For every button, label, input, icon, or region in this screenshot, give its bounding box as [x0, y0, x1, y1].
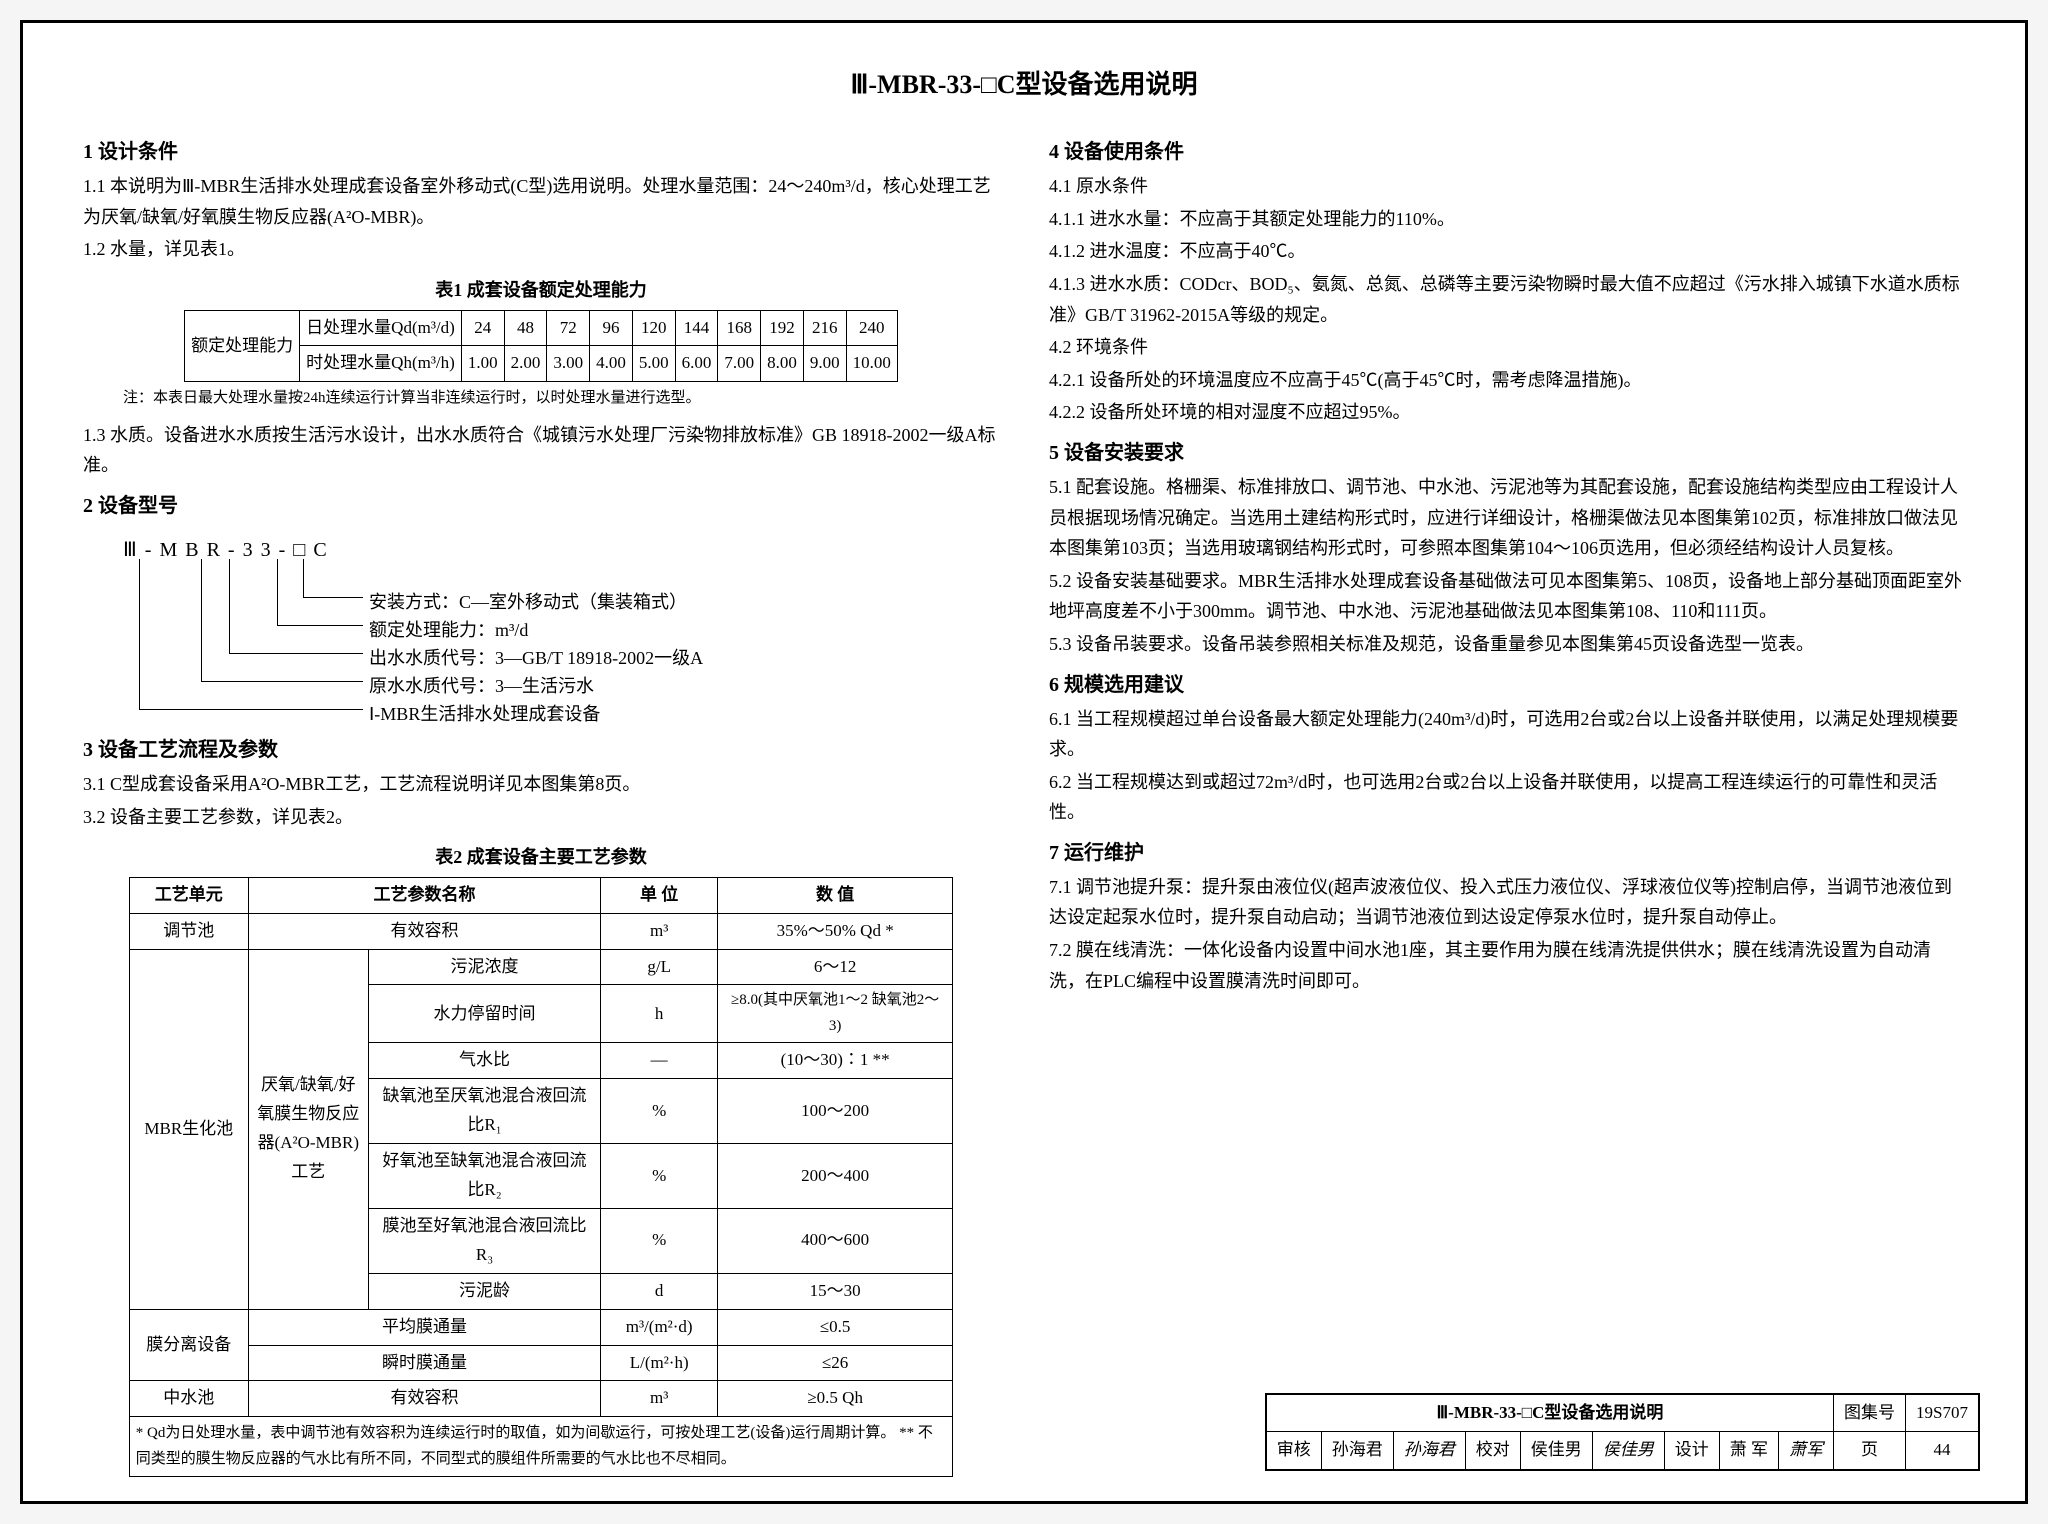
t1-r1-label: 日处理水量Qd(m³/d): [300, 310, 462, 346]
para-4-2-1: 4.2.1 设备所处的环境温度应不应高于45℃(高于45℃时，需考虑降温措施)。: [1049, 365, 1965, 396]
signature-icon: 萧军: [1779, 1432, 1834, 1470]
para-5-1: 5.1 配套设施。格栅渠、标准排放口、调节池、中水池、污泥池等为其配套设施，配套…: [1049, 472, 1965, 564]
para-6-2: 6.2 当工程规模达到或超过72m³/d时，也可选用2台或2台以上设备并联使用，…: [1049, 767, 1965, 828]
title-block: Ⅲ-MBR-33-□C型设备选用说明 图集号 19S707 审核 孙海君 孙海君…: [1265, 1393, 1980, 1472]
content-columns: 1 设计条件 1.1 本说明为Ⅲ-MBR生活排水处理成套设备室外移动式(C型)选…: [83, 127, 1965, 1481]
para-7-2: 7.2 膜在线清洗：一体化设备内设置中间水池1座，其主要作用为膜在线清洗提供供水…: [1049, 935, 1965, 996]
section-4-head: 4 设备使用条件: [1049, 135, 1965, 169]
table2-title: 表2 成套设备主要工艺参数: [83, 842, 999, 873]
section-2-head: 2 设备型号: [83, 489, 999, 523]
t1-r2-label: 时处理水量Qh(m³/h): [300, 346, 462, 382]
table-row: 额定处理能力 日处理水量Qd(m³/d) 24 48 72 96 120 144…: [185, 310, 898, 346]
para-1-2: 1.2 水量，详见表1。: [83, 234, 999, 265]
right-column: 4 设备使用条件 4.1 原水条件 4.1.1 进水水量：不应高于其额定处理能力…: [1049, 127, 1965, 1481]
signature-icon: 侯佳男: [1592, 1432, 1664, 1470]
para-4-1-3: 4.1.3 进水水质：CODcr、BOD₅、氨氮、总氮、总磷等主要污染物瞬时最大…: [1049, 269, 1965, 330]
table-row: 中水池 有效容积 m³ ≥0.5 Qh: [129, 1381, 952, 1417]
table1-title: 表1 成套设备额定处理能力: [83, 275, 999, 306]
model-code-diagram: Ⅲ-MBR-33-□C 安装方式：C—室外移动式（集装箱式） 额定处理能力：m³…: [123, 533, 999, 723]
para-4-1-1: 4.1.1 进水水量：不应高于其额定处理能力的110%。: [1049, 204, 1965, 235]
para-1-3: 1.3 水质。设备进水水质按生活污水设计，出水水质符合《城镇污水处理厂污染物排放…: [83, 420, 999, 481]
page-title: Ⅲ-MBR-33-□C型设备选用说明: [83, 63, 1965, 107]
section-3-head: 3 设备工艺流程及参数: [83, 733, 999, 767]
para-3-1: 3.1 C型成套设备采用A²O-MBR工艺，工艺流程说明详见本图集第8页。: [83, 769, 999, 800]
table-row: Ⅲ-MBR-33-□C型设备选用说明 图集号 19S707: [1266, 1394, 1978, 1432]
para-1-1: 1.1 本说明为Ⅲ-MBR生活排水处理成套设备室外移动式(C型)选用说明。处理水…: [83, 171, 999, 232]
model-label-5: Ⅰ-MBR生活排水处理成套设备: [369, 699, 600, 730]
section-1-head: 1 设计条件: [83, 135, 999, 169]
table2: 工艺单元 工艺参数名称 单 位 数 值 调节池 有效容积 m³ 35%～50% …: [129, 877, 953, 1477]
table1-note: 注：本表日最大处理水量按24h连续运行计算当非连续运行时，以时处理水量进行选型。: [123, 386, 999, 412]
t2-mbr-sub: 厌氧/缺氧/好氧膜生物反应器(A²O-MBR)工艺: [248, 949, 368, 1309]
tb-atlas-no: 19S707: [1906, 1394, 1979, 1432]
para-4-2-2: 4.2.2 设备所处环境的相对湿度不应超过95%。: [1049, 397, 1965, 428]
para-7-1: 7.1 调节池提升泵：提升泵由液位仪(超声波液位仪、投入式压力液位仪、浮球液位仪…: [1049, 872, 1965, 933]
para-4-2: 4.2 环境条件: [1049, 332, 1965, 363]
table-row: 膜分离设备 平均膜通量 m³/(m²·d) ≤0.5: [129, 1309, 952, 1345]
para-5-3: 5.3 设备吊装要求。设备吊装参照相关标准及规范，设备重量参见本图集第45页设备…: [1049, 629, 1965, 660]
table2-note: * Qd为日处理水量，表中调节池有效容积为连续运行时的取值，如为间歇运行，可按处…: [129, 1417, 952, 1477]
para-4-1-2: 4.1.2 进水温度：不应高于40℃。: [1049, 236, 1965, 267]
model-label-2: 额定处理能力：m³/d: [369, 615, 528, 646]
tb-page-no: 44: [1906, 1432, 1979, 1470]
model-label-1: 安装方式：C—室外移动式（集装箱式）: [369, 587, 687, 618]
section-6-head: 6 规模选用建议: [1049, 668, 1965, 702]
tb-atlas-label: 图集号: [1834, 1394, 1906, 1432]
para-5-2: 5.2 设备安装基础要求。MBR生活排水处理成套设备基础做法可见本图集第5、10…: [1049, 566, 1965, 627]
table-row: * Qd为日处理水量，表中调节池有效容积为连续运行时的取值，如为间歇运行，可按处…: [129, 1417, 952, 1477]
tb-title: Ⅲ-MBR-33-□C型设备选用说明: [1266, 1394, 1833, 1432]
table-row: MBR生化池 厌氧/缺氧/好氧膜生物反应器(A²O-MBR)工艺 污泥浓度 g/…: [129, 949, 952, 985]
tb-page-label: 页: [1834, 1432, 1906, 1470]
para-4-1: 4.1 原水条件: [1049, 171, 1965, 202]
table-row: 审核 孙海君 孙海君 校对 侯佳男 侯佳男 设计 萧 军 萧军 页 44: [1266, 1432, 1978, 1470]
model-label-4: 原水水质代号：3—生活污水: [369, 671, 594, 702]
table-row: 瞬时膜通量 L/(m²·h) ≤26: [129, 1345, 952, 1381]
section-5-head: 5 设备安装要求: [1049, 436, 1965, 470]
table-row: 工艺单元 工艺参数名称 单 位 数 值: [129, 877, 952, 913]
model-label-3: 出水水质代号：3—GB/T 18918-2002一级A: [369, 643, 703, 674]
section-7-head: 7 运行维护: [1049, 836, 1965, 870]
table-row: 调节池 有效容积 m³ 35%～50% Qd *: [129, 913, 952, 949]
title-block-table: Ⅲ-MBR-33-□C型设备选用说明 图集号 19S707 审核 孙海君 孙海君…: [1266, 1394, 1979, 1471]
para-3-2: 3.2 设备主要工艺参数，详见表2。: [83, 802, 999, 833]
para-6-1: 6.1 当工程规模超过单台设备最大额定处理能力(240m³/d)时，可选用2台或…: [1049, 704, 1965, 765]
t2-mbr-unit: MBR生化池: [129, 949, 248, 1309]
document-page: Ⅲ-MBR-33-□C型设备选用说明 1 设计条件 1.1 本说明为Ⅲ-MBR生…: [20, 20, 2028, 1504]
signature-icon: 孙海君: [1393, 1432, 1465, 1470]
t1-rowhead: 额定处理能力: [185, 310, 300, 382]
table1: 额定处理能力 日处理水量Qd(m³/d) 24 48 72 96 120 144…: [184, 310, 898, 383]
left-column: 1 设计条件 1.1 本说明为Ⅲ-MBR生活排水处理成套设备室外移动式(C型)选…: [83, 127, 999, 1481]
